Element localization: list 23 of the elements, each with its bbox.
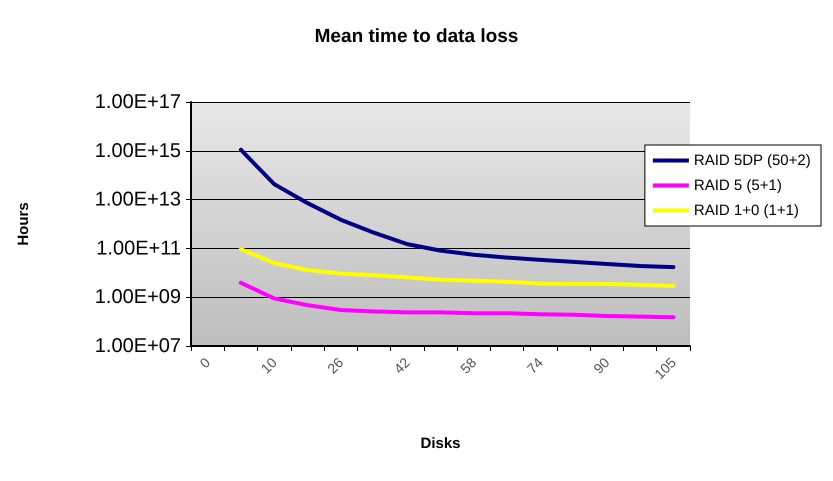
chart-title: Mean time to data loss xyxy=(314,26,518,47)
x-tick-label: 58 xyxy=(457,354,480,377)
line-series xyxy=(238,280,676,320)
x-tick-label: 42 xyxy=(390,354,414,377)
y-axis-title: Hours xyxy=(15,202,32,246)
legend-label: RAID 5DP (50+2) xyxy=(694,152,811,169)
y-tick-label: 1.00E+13 xyxy=(94,188,181,211)
x-tick-label: 0 xyxy=(196,354,214,372)
y-tick-label: 1.00E+15 xyxy=(94,140,181,162)
y-tick-label: 1.00E+07 xyxy=(94,335,181,357)
y-tick-label: 1.00E+11 xyxy=(96,237,181,260)
line-series xyxy=(238,148,676,270)
x-tick-label: 90 xyxy=(590,354,613,377)
y-tick-label: 1.00E+17 xyxy=(94,91,181,113)
x-tick-label: 74 xyxy=(524,354,546,377)
x-tick-label: 10 xyxy=(258,354,280,377)
x-tick-label: 26 xyxy=(324,354,347,377)
legend-label: RAID 1+0 (1+1) xyxy=(694,202,799,219)
x-tick-label: 105 xyxy=(651,354,680,382)
line-series xyxy=(238,247,676,288)
x-axis-title: Disks xyxy=(420,435,461,452)
legend-label: RAID 5 (5+1) xyxy=(694,177,782,194)
y-tick-label: 1.00E+09 xyxy=(94,286,181,308)
